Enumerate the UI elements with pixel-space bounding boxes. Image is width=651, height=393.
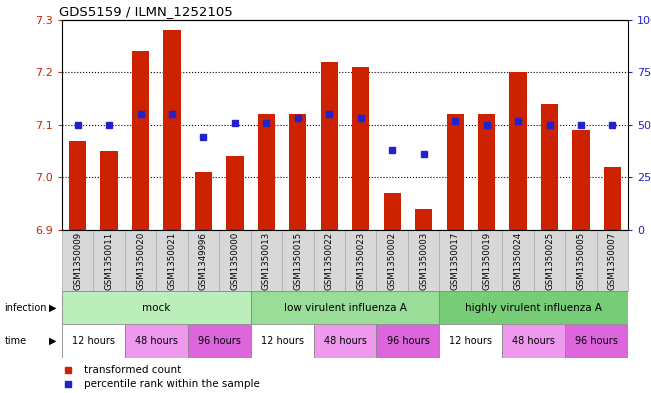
Bar [439,324,503,358]
Bar [383,193,401,230]
Text: GSM1350022: GSM1350022 [325,231,334,290]
Text: highly virulent influenza A: highly virulent influenza A [465,303,602,312]
Text: ▶: ▶ [49,336,57,346]
Text: 12 hours: 12 hours [449,336,492,346]
Bar [541,104,558,230]
Text: 48 hours: 48 hours [324,336,367,346]
Text: GDS5159 / ILMN_1252105: GDS5159 / ILMN_1252105 [59,6,233,18]
Bar [251,291,439,324]
Bar [219,230,251,291]
Bar [408,230,439,291]
Text: GSM1350023: GSM1350023 [356,231,365,290]
Bar [503,324,565,358]
Bar [251,324,314,358]
Text: GSM1350009: GSM1350009 [73,231,82,290]
Text: GSM1350007: GSM1350007 [608,231,617,290]
Bar [163,30,180,230]
Bar [289,114,307,230]
Bar [415,209,432,230]
Text: GSM1349996: GSM1349996 [199,232,208,290]
Text: 96 hours: 96 hours [387,336,430,346]
Bar [503,230,534,291]
Text: 12 hours: 12 hours [72,336,115,346]
Bar [62,324,125,358]
Bar [572,130,590,230]
Bar [534,230,565,291]
Bar [282,230,314,291]
Bar [471,230,503,291]
Text: GSM1350020: GSM1350020 [136,231,145,290]
Bar [376,230,408,291]
Text: GSM1350003: GSM1350003 [419,231,428,290]
Text: mock: mock [142,303,171,312]
Text: GSM1350019: GSM1350019 [482,231,491,290]
Bar [439,230,471,291]
Bar [345,230,376,291]
Text: GSM1350017: GSM1350017 [450,231,460,290]
Text: percentile rank within the sample: percentile rank within the sample [85,379,260,389]
Bar [156,230,187,291]
Bar [227,156,243,230]
Text: GSM1350021: GSM1350021 [167,231,176,290]
Bar [62,291,251,324]
Bar [93,230,125,291]
Text: GSM1350015: GSM1350015 [294,231,302,290]
Text: GSM1350013: GSM1350013 [262,231,271,290]
Text: 48 hours: 48 hours [512,336,555,346]
Bar [565,324,628,358]
Bar [125,230,156,291]
Text: GSM1350024: GSM1350024 [514,231,523,290]
Text: GSM1350005: GSM1350005 [577,231,585,290]
Bar [439,291,628,324]
Bar [187,324,251,358]
Bar [478,114,495,230]
Text: infection: infection [5,303,47,312]
Text: GSM1350000: GSM1350000 [230,231,240,290]
Text: low virulent influenza A: low virulent influenza A [284,303,406,312]
Bar [125,324,187,358]
Text: time: time [5,336,27,346]
Bar [100,151,118,230]
Text: 96 hours: 96 hours [198,336,241,346]
Bar [321,62,338,230]
Bar [447,114,464,230]
Text: GSM1350002: GSM1350002 [388,231,396,290]
Text: 96 hours: 96 hours [575,336,618,346]
Text: 48 hours: 48 hours [135,336,178,346]
Bar [604,167,621,230]
Bar [510,72,527,230]
Bar [376,324,439,358]
Bar [187,230,219,291]
Text: ▶: ▶ [49,303,57,312]
Bar [132,51,149,230]
Bar [62,230,93,291]
Bar [597,230,628,291]
Bar [258,114,275,230]
Text: transformed count: transformed count [85,365,182,375]
Bar [69,141,86,230]
Bar [352,67,369,230]
Text: GSM1350025: GSM1350025 [545,231,554,290]
Bar [195,172,212,230]
Bar [314,230,345,291]
Bar [251,230,282,291]
Text: GSM1350011: GSM1350011 [105,231,113,290]
Bar [314,324,376,358]
Text: 12 hours: 12 hours [260,336,303,346]
Bar [565,230,597,291]
